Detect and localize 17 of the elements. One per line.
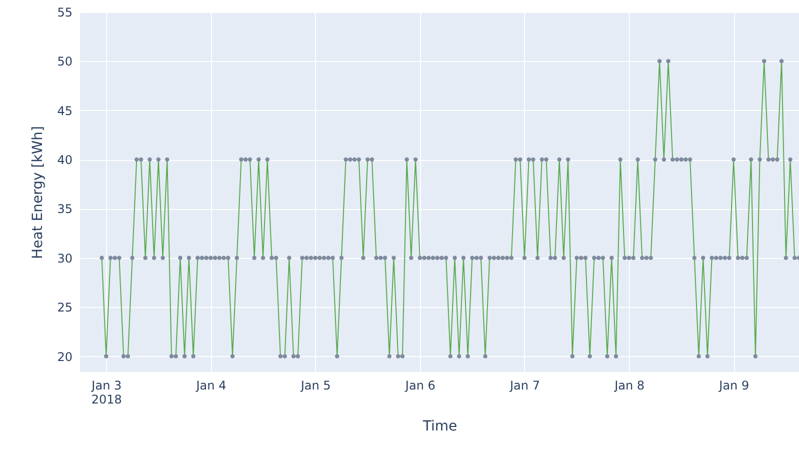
x-axis-title: Time (422, 418, 458, 434)
x-tick-label: Jan 7 (508, 378, 540, 392)
x-tick-label: Jan 6 (404, 378, 436, 392)
y-tick-label: 45 (57, 104, 72, 118)
x-tick-label: Jan 5 (300, 378, 331, 392)
y-tick-label: 55 (57, 6, 72, 20)
y-tick-label: 30 (57, 251, 72, 266)
y-tick-label: 20 (57, 350, 72, 364)
x-tick-label: Jan 9 (718, 378, 750, 392)
x-tick-label: Jan 8 (614, 378, 645, 392)
y-tick-label: 50 (57, 54, 72, 69)
y-tick-label: 35 (57, 202, 72, 216)
y-axis-title: Heat Energy [kWh] (30, 126, 46, 259)
y-tick-label: 40 (57, 153, 72, 168)
y-tick-label: 25 (57, 300, 72, 315)
x-tick-label: Jan 4 (195, 378, 226, 392)
x-tick-label: Jan 3 2018 (90, 378, 122, 406)
